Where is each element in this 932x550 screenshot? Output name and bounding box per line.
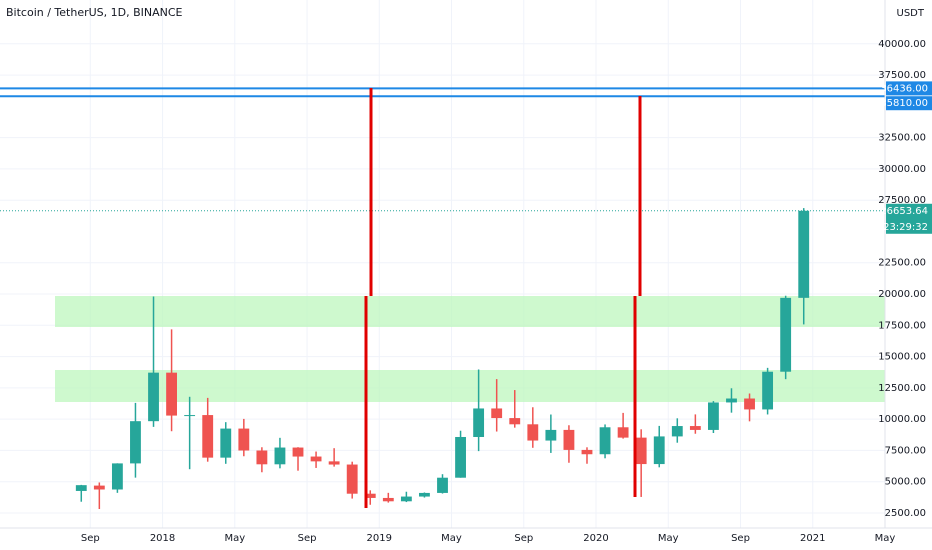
y-tick-label: 40000.00 [878, 39, 926, 50]
price-tag [886, 96, 932, 111]
x-tick-label: Sep [81, 533, 100, 544]
x-tick-label: Sep [731, 533, 750, 544]
candle-body [563, 429, 575, 450]
candle-body [274, 447, 286, 465]
y-tick-label: 32500.00 [878, 133, 926, 144]
price-tag-label: 35810.00 [880, 98, 928, 109]
zone [55, 296, 885, 327]
candle-body [437, 477, 448, 493]
y-tick-label: 37500.00 [878, 70, 926, 81]
y-tick-label: 10000.00 [878, 414, 926, 425]
candle-body [581, 449, 593, 455]
candle-body [75, 485, 87, 491]
countdown: 23:29:32 [883, 222, 928, 233]
x-tick-label: May [441, 533, 462, 544]
candle-body [238, 428, 250, 451]
candle-body [473, 408, 485, 437]
y-tick-label: 30000.00 [878, 164, 926, 175]
candle-body [130, 421, 141, 464]
candle-body [364, 493, 376, 498]
candle-body [689, 426, 701, 430]
grid [0, 0, 886, 528]
candle-body [400, 496, 412, 502]
price-tag [886, 81, 932, 96]
candle-body [382, 497, 394, 502]
candle-body [256, 450, 268, 465]
candle-body [148, 372, 159, 422]
candle-body [780, 297, 792, 372]
candle-body [653, 436, 665, 465]
candle-body [617, 427, 629, 438]
x-tick-label: Sep [514, 533, 533, 544]
candle-body [184, 415, 196, 417]
candle-body [491, 408, 503, 419]
candle-body [635, 437, 647, 465]
candle-body [310, 456, 322, 462]
x-tick-label: 2021 [800, 533, 825, 544]
candle-body [93, 485, 105, 490]
candle-body [509, 418, 521, 425]
zone [55, 370, 885, 402]
candle-body [292, 447, 304, 457]
candle-body [111, 463, 123, 490]
y-tick-label: 12500.00 [878, 383, 926, 394]
candle-body [202, 415, 214, 458]
y-tick-label: 20000.00 [878, 289, 926, 300]
y-tick-label: 15000.00 [878, 352, 926, 363]
y-tick-label: 2500.00 [885, 508, 926, 519]
candle-body [419, 492, 430, 497]
candle-body [744, 398, 755, 410]
price-tag-label: 36436.00 [880, 83, 928, 94]
price-tag [886, 203, 932, 234]
x-tick-label: May [875, 533, 896, 544]
x-tick-label: 2020 [583, 533, 608, 544]
x-tick-label: May [224, 533, 245, 544]
plot [0, 87, 885, 510]
y-tick-label: 22500.00 [878, 258, 926, 269]
candle-body [220, 428, 232, 458]
overlay: 2500.00 5000.00 7500.00 10000.00 12500.00 150… [81, 39, 932, 544]
candle-body [166, 372, 177, 416]
candle-body [328, 461, 340, 465]
candle-body [762, 371, 774, 410]
x-tick-label: 2018 [150, 533, 175, 544]
candle-body [545, 429, 557, 441]
y-tick-label: 7500.00 [885, 445, 926, 456]
candle-body [599, 427, 611, 455]
y-tick-label: 27500.00 [878, 195, 926, 206]
candle-body [726, 398, 737, 403]
y-tick-label: 17500.00 [878, 320, 926, 331]
candle-body [671, 426, 683, 437]
x-tick-label: Sep [298, 533, 317, 544]
currency: USDT [897, 8, 925, 19]
x-tick-label: 2019 [367, 533, 392, 544]
candle-body [798, 210, 810, 298]
x-tick-label: May [658, 533, 679, 544]
candle-body [455, 436, 466, 478]
candle-body [527, 424, 539, 441]
last-price-label: 26653.64 [880, 206, 928, 217]
candle-body [346, 464, 358, 494]
chart-title: Bitcoin / TetherUS, 1D, BINANCE [6, 6, 183, 19]
y-tick-label: 5000.00 [885, 477, 926, 488]
candle-body [708, 402, 719, 430]
